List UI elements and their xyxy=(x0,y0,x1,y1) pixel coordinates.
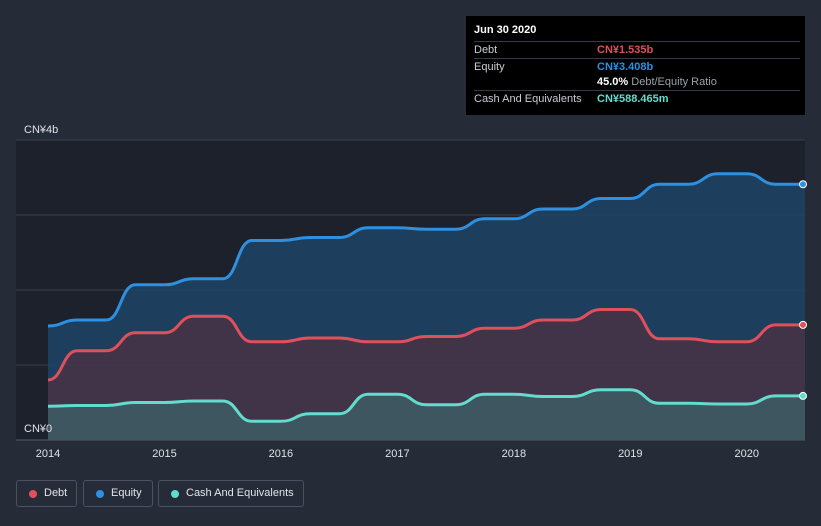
tooltip-debt-label: Debt xyxy=(474,44,498,56)
legend-debt-label: Debt xyxy=(44,487,68,499)
equity-end-marker xyxy=(799,180,807,189)
x-tick-label: 2018 xyxy=(502,448,526,460)
tooltip-date: Jun 30 2020 xyxy=(474,24,537,36)
y-axis-bottom-label: CN¥0 xyxy=(24,423,52,435)
legend-equity-dot xyxy=(96,490,104,498)
equity-line xyxy=(47,172,805,328)
tooltip-ratio-value: 45.0% xyxy=(597,76,629,88)
x-tick-label: 2019 xyxy=(618,448,642,460)
cash-end-marker xyxy=(799,391,807,400)
debt-line xyxy=(47,308,805,382)
cash-area xyxy=(48,389,805,440)
debt-end-marker xyxy=(799,320,807,329)
series-lines xyxy=(47,172,805,423)
tooltip-cash-value: CN¥588.465m xyxy=(597,93,669,105)
x-tick-label: 2014 xyxy=(36,448,60,460)
legend-debt-dot xyxy=(29,490,37,498)
tooltip-row-equity: Equity CN¥3.408b 45.0% Debt/Equity Ratio xyxy=(474,58,800,91)
tooltip-cash-label: Cash And Equivalents xyxy=(474,93,582,105)
tooltip-row-debt: Debt CN¥1.535b xyxy=(474,41,800,59)
tooltip-panel: Jun 30 2020 Debt CN¥1.535b Equity CN¥3.4… xyxy=(466,16,805,115)
series-end-markers xyxy=(799,180,807,400)
series-areas xyxy=(48,173,805,441)
legend-cash[interactable]: Cash And Equivalents xyxy=(158,480,304,507)
legend-cash-dot xyxy=(171,490,179,498)
x-tick-label: 2017 xyxy=(385,448,409,460)
tooltip-row-cash: Cash And Equivalents CN¥588.465m xyxy=(474,90,800,108)
x-axis-ticks: 2014 2015 2016 2017 2018 2019 2020 xyxy=(36,448,759,460)
x-tick-label: 2015 xyxy=(152,448,176,460)
tooltip-ratio-label: Debt/Equity Ratio xyxy=(631,76,717,88)
legend-debt[interactable]: Debt xyxy=(16,480,77,507)
tooltip-ratio: 45.0% Debt/Equity Ratio xyxy=(597,76,717,88)
cash-line xyxy=(47,388,805,423)
tooltip-equity-value: CN¥3.408b xyxy=(597,61,654,73)
tooltip-debt-value: CN¥1.535b xyxy=(597,44,654,56)
legend-equity[interactable]: Equity xyxy=(83,480,153,507)
tooltip-equity-label: Equity xyxy=(474,61,505,73)
legend-equity-label: Equity xyxy=(111,487,142,499)
legend-cash-label: Cash And Equivalents xyxy=(186,487,294,499)
y-axis-top-label: CN¥4b xyxy=(24,124,58,136)
x-tick-label: 2016 xyxy=(269,448,293,460)
x-tick-label: 2020 xyxy=(735,448,759,460)
